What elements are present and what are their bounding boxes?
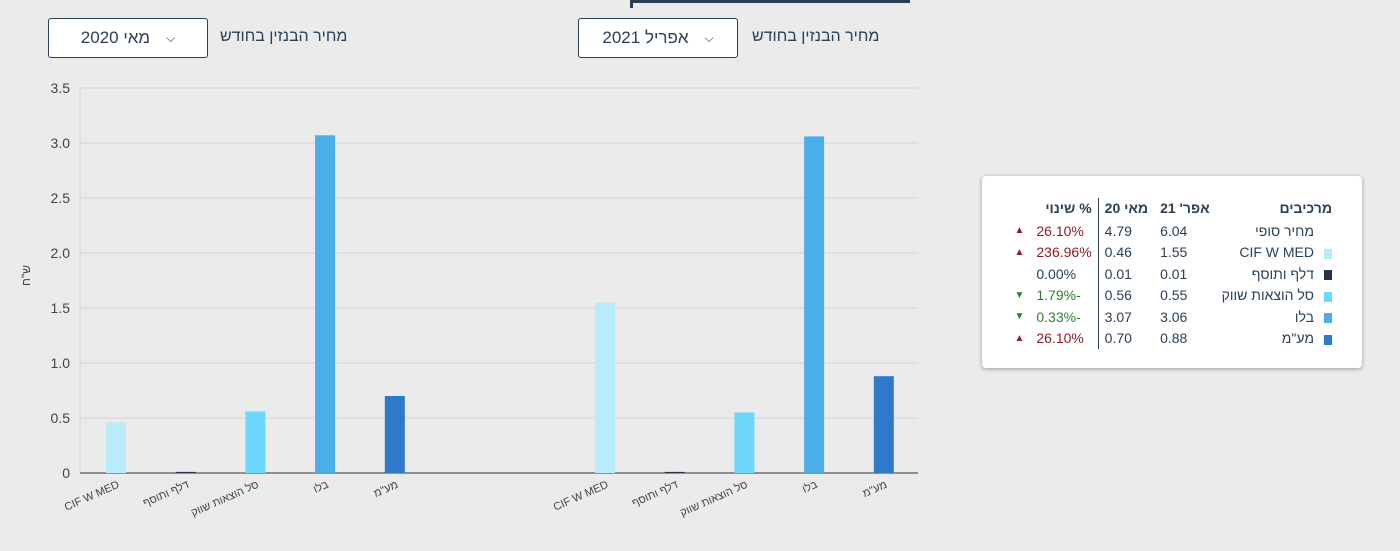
x-tick-label: מע"מ [372, 479, 400, 500]
y-tick-label: 3.0 [51, 135, 71, 151]
bar [384, 396, 405, 473]
y-tick-label: 1.0 [51, 355, 71, 371]
legend-component: CIF W MED [1216, 242, 1338, 264]
legend-apr21: 0.01 [1160, 265, 1188, 282]
legend-component-name: מחיר סופי [1255, 222, 1314, 239]
legend-component: דלף ותוסף [1216, 263, 1338, 285]
y-tick-label: 2.5 [51, 190, 71, 206]
legend-may20: 0.01 [1097, 263, 1155, 285]
y-tick-label: 2.0 [51, 245, 71, 261]
legend-component: מחיר סופי [1216, 220, 1338, 242]
legend-may20: 3.07 [1097, 306, 1155, 328]
month-select-left[interactable]: מאי 2020 ⌵ [48, 18, 208, 58]
month-select-right[interactable]: אפריל 2021 ⌵ [578, 18, 738, 58]
legend-component-name: בלו [1294, 308, 1314, 325]
legend-row: בלו 3.06 3.07 -0.33% ▼ [1008, 306, 1338, 328]
legend-row: דלף ותוסף 0.01 0.01 0.00% [1008, 263, 1338, 285]
bar [595, 302, 615, 473]
legend-apr21: 3.06 [1160, 308, 1188, 325]
month-selector-left: מאי 2020 ⌵ [48, 16, 208, 60]
y-tick-label: 0 [62, 465, 70, 481]
legend-apr21: 0.88 [1160, 330, 1188, 347]
no-change-icon [1008, 263, 1030, 285]
y-tick-label: 0.5 [51, 410, 71, 426]
x-tick-label: CIF W MED [552, 479, 611, 514]
bar [175, 471, 196, 473]
legend-component-name: CIF W MED [1239, 244, 1314, 261]
header-may20: מאי 20 [1097, 198, 1155, 220]
comparison-legend: מרכיבים אפר' 21 מאי 20 % שינוי מחיר סופי… [982, 176, 1362, 368]
legend-swatch [1324, 334, 1332, 345]
legend-row: סל הוצאות שווק 0.55 0.56 -1.79% ▼ [1008, 284, 1338, 307]
legend-swatch [1324, 227, 1332, 237]
y-tick-label: 3.5 [51, 80, 71, 96]
month-select-right-label: מחיר הבנזין בחודש [752, 28, 880, 45]
legend-row: מע"מ 0.88 0.70 26.10% ▲ [1008, 327, 1338, 350]
legend-may20: 4.79 [1097, 220, 1155, 242]
legend-may20: 0.56 [1097, 284, 1155, 306]
legend-change: -0.33% [1036, 308, 1081, 325]
arrow-down-icon: ▼ [1014, 311, 1025, 323]
legend-component: מע"מ [1216, 328, 1338, 350]
legend-row: CIF W MED 1.55 0.46 236.96% ▲ [1008, 241, 1338, 264]
bar [664, 471, 685, 473]
legend-may20: 0.70 [1097, 327, 1155, 349]
arrow-up-icon: ▲ [1014, 246, 1025, 258]
legend-swatch [1324, 313, 1332, 324]
legend-swatch [1324, 291, 1332, 302]
x-tick-label: סל הוצאות שווק [189, 478, 261, 519]
x-tick-label: CIF W MED [63, 479, 122, 514]
comparison-table: מרכיבים אפר' 21 מאי 20 % שינוי מחיר סופי… [1008, 198, 1338, 349]
header-change: % שינוי [1045, 200, 1092, 216]
legend-apr21: 6.04 [1160, 222, 1188, 239]
x-tick-label: דלף ותוסף [141, 478, 191, 510]
arrow-up-icon: ▲ [1014, 332, 1025, 344]
legend-row: מחיר סופי 6.04 4.79 26.10% ▲ [1008, 220, 1338, 242]
month-select-right-value: אפריל 2021 [602, 28, 689, 47]
x-tick-label: דלף ותוסף [630, 478, 680, 510]
bar [804, 136, 825, 473]
arrow-up-icon: ▲ [1014, 225, 1025, 237]
legend-component-name: דלף ותוסף [1251, 265, 1314, 282]
chevron-down-icon: ⌵ [704, 30, 714, 45]
header-components: מרכיבים [1279, 200, 1333, 216]
y-axis-label: ש"ח [19, 265, 33, 286]
page-title-underline [630, 0, 910, 8]
bar [245, 411, 266, 473]
bar [873, 376, 894, 473]
comparison-table-header: מרכיבים אפר' 21 מאי 20 % שינוי [1008, 198, 1338, 220]
y-tick-label: 1.5 [51, 300, 71, 316]
legend-component-name: מע"מ [1281, 330, 1314, 347]
x-tick-label: בלו [311, 478, 330, 496]
legend-apr21: 0.55 [1160, 287, 1188, 304]
bar-chart: 0 0.5 1.0 1.5 2.0 2.5 3.0 3.5 ש"ח CIF W MED דלף ות… [19, 80, 918, 519]
bar [106, 422, 126, 473]
legend-component: סל הוצאות שווק [1216, 285, 1338, 307]
bar [315, 135, 336, 474]
legend-may20: 0.46 [1097, 241, 1155, 263]
legend-component-name: סל הוצאות שווק [1221, 287, 1314, 304]
x-tick-label: מע"מ [861, 479, 889, 500]
month-selector-right: אפריל 2021 ⌵ [578, 16, 738, 60]
legend-change: 26.10% [1036, 330, 1084, 347]
chevron-down-icon: ⌵ [166, 30, 176, 45]
legend-change: 236.96% [1036, 244, 1092, 261]
x-tick-label: בלו [800, 478, 819, 496]
legend-change: 26.10% [1036, 222, 1084, 239]
x-tick-label: סל הוצאות שווק [678, 478, 750, 519]
header-apr21: אפר' 21 [1160, 200, 1210, 216]
month-select-left-label: מחיר הבנזין בחודש [220, 28, 348, 45]
legend-swatch [1324, 270, 1332, 281]
arrow-down-icon: ▼ [1014, 289, 1025, 301]
legend-swatch [1324, 248, 1332, 259]
bar [734, 412, 755, 473]
month-select-left-value: מאי 2020 [80, 28, 151, 47]
legend-component: בלו [1216, 306, 1338, 328]
legend-change: -1.79% [1036, 287, 1081, 304]
legend-change: 0.00% [1036, 265, 1077, 282]
legend-apr21: 1.55 [1160, 244, 1188, 261]
